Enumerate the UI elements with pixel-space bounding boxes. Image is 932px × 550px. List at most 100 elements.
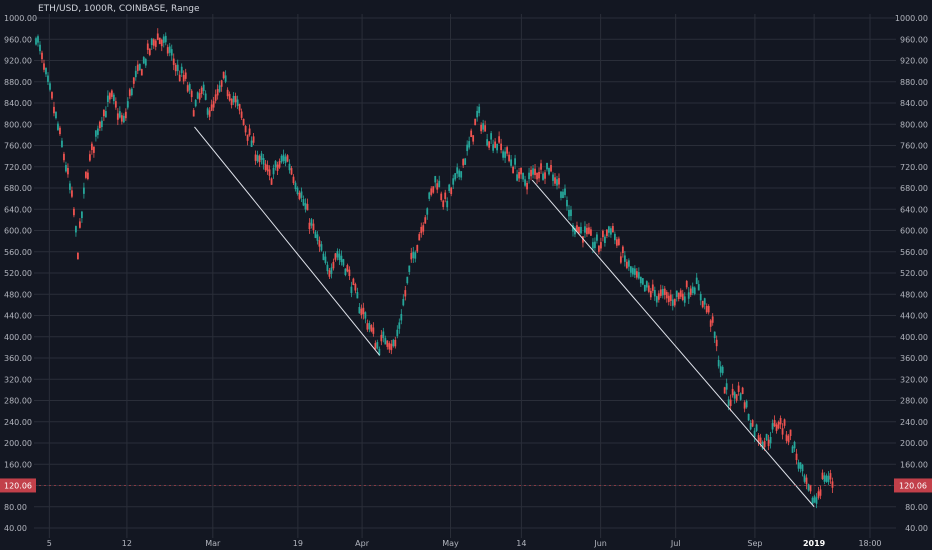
candle-body (45, 67, 47, 75)
candle-body (510, 159, 512, 166)
candle-body (482, 123, 485, 130)
y-tick-label-right: 600.00 (900, 227, 928, 236)
candle-body (184, 72, 187, 79)
candle-body (252, 136, 255, 143)
candle-body (512, 166, 514, 174)
candle-body (210, 104, 213, 111)
candle-body (240, 111, 243, 118)
candle-body (87, 172, 89, 179)
candle-body (312, 223, 315, 230)
candle-body (364, 312, 367, 319)
y-tick-label-left: 160.00 (4, 460, 32, 469)
candle-body (280, 155, 283, 163)
last-price-badges: 120.06 120.06 (0, 478, 932, 493)
candle-body (200, 87, 203, 94)
candle-body (484, 125, 487, 132)
candle-body (416, 245, 419, 252)
candle-body (737, 385, 740, 392)
candle-body (687, 292, 690, 299)
candle-body (466, 144, 469, 152)
y-tick-label-left: 240.00 (4, 418, 32, 427)
candle-body (186, 85, 189, 92)
candle-body (406, 276, 409, 284)
candle-body (442, 200, 445, 207)
candle-body (438, 180, 441, 188)
candle-body (356, 292, 359, 299)
candle-body (398, 322, 401, 329)
y-tick-label-right: 160.00 (900, 460, 928, 469)
candle-body (290, 168, 293, 175)
candle-body (402, 298, 405, 306)
trendline[interactable] (194, 126, 380, 356)
candle-body (206, 108, 209, 115)
y-tick-label-left: 640.00 (4, 205, 32, 214)
candle-body (69, 183, 71, 190)
y-tick-label-left: 1000.00 (4, 14, 37, 23)
candle-body (59, 127, 61, 135)
candle-body (773, 419, 776, 427)
candle-body (394, 339, 397, 347)
candle-body (653, 290, 656, 297)
candle-body (456, 167, 459, 174)
candle-body (811, 497, 814, 505)
candle-body (156, 33, 159, 40)
candle-body (304, 203, 307, 210)
candle-body (649, 290, 652, 298)
candle-body (448, 184, 451, 191)
candle-body (562, 191, 564, 199)
y-tick-label-right: 80.00 (905, 503, 928, 512)
candle-body (795, 453, 798, 461)
y-tick-label-left: 920.00 (4, 57, 32, 66)
candle-body (282, 154, 285, 162)
y-tick-label-left: 320.00 (4, 375, 32, 384)
candle-body (162, 36, 165, 43)
candle-body (552, 174, 554, 181)
candle-body (230, 98, 233, 106)
candle-body (697, 284, 700, 291)
candle-body (745, 400, 748, 408)
candle-body (514, 158, 516, 165)
candle-body (270, 178, 273, 185)
candle-body (238, 104, 241, 111)
candle-body (152, 39, 155, 46)
candle-body (699, 294, 702, 301)
candle-body (264, 163, 267, 171)
candle-body (757, 435, 760, 442)
candle-body (49, 83, 51, 90)
candle-body (739, 393, 742, 400)
candle-body (609, 228, 612, 235)
candle-body (202, 84, 205, 92)
candle-body (53, 106, 55, 114)
candle-body (755, 424, 758, 431)
x-tick-label: 14 (516, 539, 526, 548)
x-tick-label: Sep (747, 539, 762, 548)
trendline-group[interactable] (194, 126, 815, 508)
candle-body (775, 424, 778, 431)
candle-body (564, 188, 566, 195)
candle-body (831, 481, 834, 488)
y-tick-label-right: 320.00 (900, 375, 928, 384)
candle-body (188, 84, 191, 91)
candle-body (422, 225, 425, 232)
candle-body (520, 167, 522, 175)
candle-body (378, 348, 381, 356)
candle-body (41, 52, 43, 60)
candle-body (338, 253, 341, 260)
candle-body (192, 110, 195, 117)
candle-body (39, 44, 41, 52)
candle-body (675, 290, 678, 297)
candle-body (691, 286, 694, 294)
last-price-label-left: 120.06 (4, 481, 32, 490)
candle-body (302, 199, 305, 206)
candle-body (619, 256, 622, 263)
trendline[interactable] (531, 179, 815, 508)
candle-body (194, 99, 197, 107)
candle-body (358, 306, 361, 314)
candle-body (767, 439, 770, 447)
candle-body (88, 154, 91, 161)
candle-body (661, 288, 664, 296)
candle-body (526, 182, 528, 190)
candle-body (719, 366, 722, 373)
candle-body (94, 130, 97, 137)
